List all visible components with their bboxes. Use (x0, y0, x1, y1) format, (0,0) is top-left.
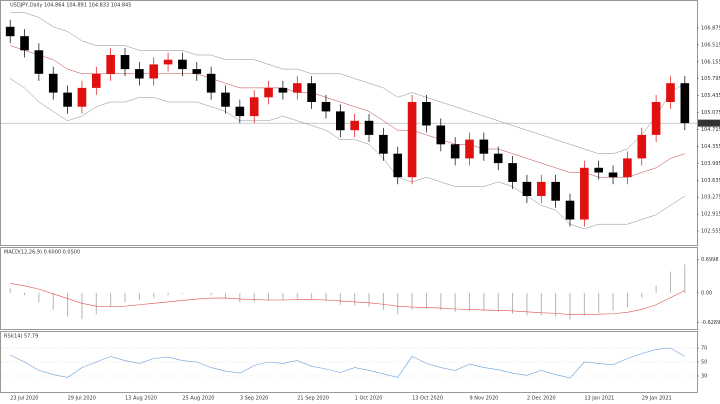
candle-body (206, 73, 216, 93)
candle-body (48, 73, 58, 93)
candle-body (450, 144, 460, 159)
candle-body (637, 134, 647, 159)
candle-body (163, 59, 173, 65)
y-tick-label: 102.915 (701, 212, 720, 218)
x-tick-label: 23 Jul 2020 (10, 396, 38, 402)
candle-body (292, 83, 302, 93)
y-tick-label: 105.435 (701, 93, 720, 99)
y-tick-label: 106.155 (701, 59, 720, 65)
rsi-title: RSI(14) 57.79 (4, 334, 38, 340)
x-tick-label: 13 Aug 2020 (125, 396, 157, 402)
x-tick-label: 9 Nov 2020 (470, 396, 499, 402)
y-tick-label: 50 (701, 360, 707, 366)
last-price-label: 104.850 (700, 121, 720, 127)
candle-body (364, 120, 374, 135)
candle-body (379, 134, 388, 154)
candle-body (407, 102, 417, 178)
y-tick-label: 70 (701, 346, 707, 352)
candle-body (623, 158, 632, 178)
candle-body (221, 92, 230, 107)
candle-body (551, 181, 560, 201)
bollinger-band (10, 78, 685, 230)
x-tick-label: 13 Oct 2020 (412, 396, 443, 402)
candle-body (508, 163, 517, 182)
candle-body (264, 87, 273, 98)
candle-body (307, 83, 316, 102)
candle-body (235, 106, 245, 117)
candle-body (422, 102, 431, 126)
candle-body (63, 92, 72, 107)
last-price-tag (698, 119, 720, 127)
y-tick-label: 104.715 (701, 127, 720, 133)
candle-body (5, 26, 15, 37)
candle-body (149, 64, 159, 79)
candle-body (178, 59, 187, 70)
bollinger-band (10, 45, 685, 178)
y-tick-label: 0.6998 (701, 257, 719, 263)
x-tick-label: 29 Jul 2020 (68, 396, 96, 402)
x-tick-label: 2 Dec 2020 (527, 396, 556, 402)
y-tick-label: 105.075 (701, 110, 720, 116)
y-tick-label: -0.6289 (701, 320, 720, 326)
candle-body (106, 55, 115, 74)
y-tick-label: 102.555 (701, 229, 720, 235)
x-tick-label: 25 Aug 2020 (182, 396, 214, 402)
x-tick-label: 1 Oct 2020 (355, 396, 383, 402)
y-tick-label: 106.875 (701, 25, 720, 31)
y-tick-label: 105.795 (701, 76, 720, 82)
candle-body (493, 153, 503, 164)
candle-body (522, 181, 532, 196)
y-tick-label: 103.275 (701, 195, 720, 201)
candle-body (536, 181, 546, 196)
x-tick-label: 13 Jan 2021 (584, 396, 614, 402)
candle-body (594, 167, 604, 173)
candle-body (565, 200, 575, 220)
candle-body (666, 83, 675, 102)
y-tick-label: 0.00 (701, 290, 712, 296)
y-tick-label: 103.635 (701, 178, 720, 184)
candle-body (34, 50, 44, 74)
price-title: USDJPY,Daily 104.864 104.891 104.833 104… (10, 3, 131, 9)
candle-body (436, 125, 446, 145)
candle-body (680, 83, 690, 124)
candle-body (91, 73, 101, 88)
x-tick-label: 29 Jan 2021 (642, 396, 672, 402)
rsi-line (10, 347, 685, 379)
y-tick-label: 106.515 (701, 42, 720, 48)
bollinger-band (10, 12, 685, 154)
macd-panel (0, 247, 698, 330)
candle-body (580, 167, 589, 220)
candle-body (651, 102, 661, 135)
y-tick-label: 30 (701, 374, 707, 380)
y-tick-label: 103.995 (701, 161, 720, 167)
macd-signal (10, 283, 685, 315)
candle-body (120, 55, 130, 70)
price-panel (0, 0, 698, 246)
candle-body (465, 139, 474, 159)
candle-body (192, 69, 202, 74)
candle-body (350, 120, 359, 131)
candle-body (20, 36, 29, 51)
candle-body (135, 69, 144, 79)
y-tick-label: 104.355 (701, 144, 720, 150)
x-tick-label: 21 Sep 2020 (297, 396, 329, 402)
candle-body (249, 97, 259, 117)
x-tick-label: 3 Sep 2020 (240, 396, 269, 402)
candle-body (336, 111, 345, 131)
candle-body (77, 87, 87, 107)
macd-title: MACD(12,26,9) 0.6000 0.0500 (4, 250, 80, 256)
candle-body (278, 87, 288, 93)
candle-body (608, 172, 618, 178)
candle-body (393, 153, 403, 178)
candle-body (321, 102, 331, 112)
candle-body (479, 139, 489, 154)
